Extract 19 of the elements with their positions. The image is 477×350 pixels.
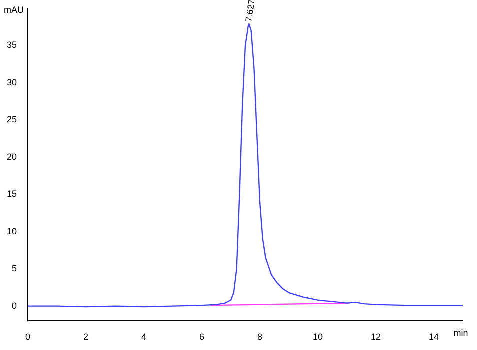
x-tick-label: 4 [142,332,147,342]
x-tick-label: 14 [428,332,440,342]
x-tick-label: 0 [26,332,31,342]
y-axis-title: mAU [4,4,24,15]
y-tick-label: 15 [6,189,18,200]
x-tick-label: 8 [257,332,263,342]
x-tick-label: 12 [370,332,382,342]
y-tick-label: 0 [12,300,18,311]
x-tick-label: 2 [84,332,89,342]
y-tick-label: 10 [6,226,18,236]
y-tick-label: 30 [6,77,18,88]
x-tick-label: 10 [312,332,324,342]
annotation: 7.627 [244,0,257,23]
x-axis-title: min [454,328,468,338]
x-tick-label: 6 [200,332,205,342]
y-tick-label: 25 [6,114,18,125]
y-tick-label: 35 [6,40,18,50]
y-tick-label: 5 [12,264,18,274]
y-tick-label: 20 [6,152,18,162]
